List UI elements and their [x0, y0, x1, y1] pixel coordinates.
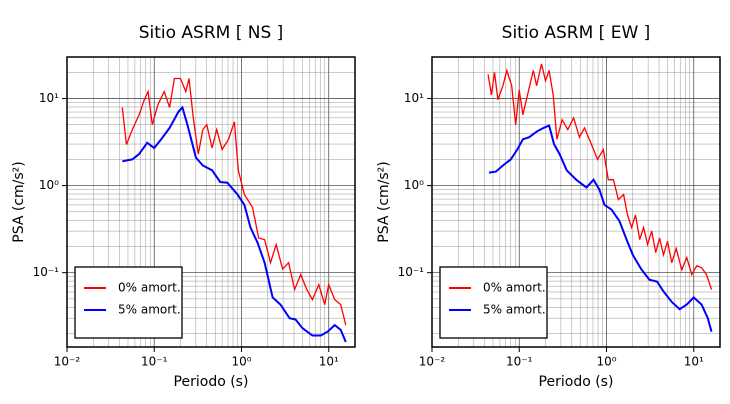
legend-box — [439, 266, 548, 339]
y-tick-label: 10¹ — [404, 91, 424, 105]
legend-label: 5% amort. — [483, 303, 546, 317]
x-tick-label: 10⁻² — [419, 355, 446, 369]
y-tick-label: 10⁻¹ — [398, 265, 425, 279]
legend-box — [74, 266, 183, 339]
legend-label: 0% amort. — [483, 281, 546, 295]
x-axis-label: Periodo (s) — [539, 374, 614, 390]
x-tick-label: 10¹ — [684, 355, 704, 369]
y-tick-label: 10¹ — [39, 91, 59, 105]
chart-title: Sitio ASRM [ EW ] — [502, 23, 651, 43]
plot: 10⁻² 10⁻¹ 10⁰ 10¹ 10⁻¹ 10⁰ 10¹ Sitio ASRM [ EW … — [376, 23, 721, 390]
x-tick-label: 10⁻² — [54, 355, 81, 369]
legend-label: 0% amort. — [118, 281, 181, 295]
y-tick-label: 10⁰ — [404, 178, 424, 192]
y-tick-label: 10⁰ — [39, 178, 59, 192]
plot: 10⁻² 10⁻¹ 10⁰ 10¹ 10⁻¹ 10⁰ 10¹ Sitio ASRM [ NS … — [11, 23, 356, 390]
plot-frame — [431, 56, 721, 348]
plot-frame — [66, 56, 356, 348]
x-tick-label: 10¹ — [319, 355, 339, 369]
y-axis-label: PSA (cm/s²) — [376, 161, 392, 243]
x-tick-label: 10⁰ — [231, 355, 251, 369]
series-line — [122, 105, 347, 343]
x-tick-label: 10⁻¹ — [506, 355, 533, 369]
legend-label: 5% amort. — [118, 303, 181, 317]
series-line — [121, 77, 347, 326]
y-axis-label: PSA (cm/s²) — [11, 161, 27, 243]
series-line — [488, 124, 713, 332]
y-tick-label: 10⁻¹ — [33, 265, 60, 279]
series-line — [487, 63, 713, 290]
x-axis-label: Periodo (s) — [174, 374, 249, 390]
chart-title: Sitio ASRM [ NS ] — [139, 23, 284, 43]
x-tick-label: 10⁰ — [596, 355, 616, 369]
x-tick-label: 10⁻¹ — [141, 355, 168, 369]
